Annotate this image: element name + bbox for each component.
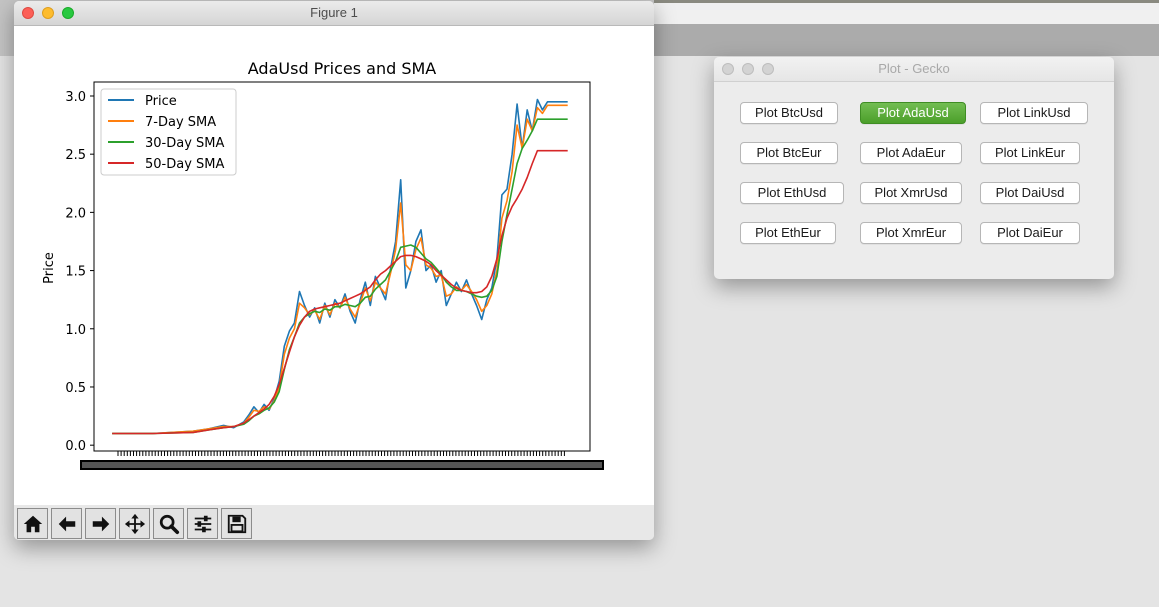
home-button[interactable] [17,508,48,539]
y-tick-label: 1.5 [65,265,86,280]
back-button[interactable] [51,508,82,539]
zoom-button[interactable] [153,508,184,539]
axes-frame [93,81,591,452]
plot-button-linkeur[interactable]: Plot LinkEur [980,142,1080,164]
pan-move-icon [124,513,145,534]
series-line-50-day-sma [112,149,568,435]
x-tick-labels-shade [82,462,602,468]
zoom-window-icon[interactable] [62,7,74,19]
plot-button-ethusd[interactable]: Plot EthUsd [740,182,844,204]
y-tick-label: 2.5 [65,148,86,163]
plot-lines [112,98,568,435]
legend-label: 30-Day SMA [145,136,225,151]
figure-window-title: Figure 1 [310,5,358,20]
plot-button-linkusd[interactable]: Plot LinkUsd [980,102,1088,124]
subplots-sliders-icon [194,515,211,532]
chart-legend: Price 7-Day SMA 30-Day SMA 50-Day SMA [100,88,237,176]
plot-button-xmrusd[interactable]: Plot XmrUsd [860,182,962,204]
back-arrow-icon [58,516,75,531]
price-chart: AdaUsd Prices and SMA Price 0.0 0.5 1.0 1.5… [42,59,604,470]
minimize-window-icon[interactable] [742,63,754,75]
matplotlib-toolbar [14,505,654,540]
gecko-window: Plot - Gecko Plot BtcUsd Plot AdaUsd Plot … [714,57,1114,279]
background-window-strip [654,0,1159,25]
figure-window: Figure 1 AdaUsd Prices and SMA Price 0.0… [14,1,654,540]
y-tick-label: 2.0 [65,206,86,221]
gecko-window-title: Plot - Gecko [878,61,950,76]
y-axis: 0.0 0.5 1.0 1.5 2.0 2.5 3.0 [65,90,94,454]
configure-subplots-button[interactable] [187,508,218,539]
plot-button-daieur[interactable]: Plot DaiEur [980,222,1080,244]
close-window-icon[interactable] [722,63,734,75]
figure-title-bar[interactable]: Figure 1 [14,1,654,26]
save-button[interactable] [221,508,252,539]
close-window-icon[interactable] [22,7,34,19]
pan-button[interactable] [119,508,150,539]
series-line-30-day-sma [112,118,568,435]
y-tick-label: 0.5 [65,381,86,396]
plot-button-btcusd[interactable]: Plot BtcUsd [740,102,838,124]
legend-label: 7-Day SMA [145,115,216,130]
plot-button-adaeur[interactable]: Plot AdaEur [860,142,962,164]
plot-canvas[interactable]: AdaUsd Prices and SMA Price 0.0 0.5 1.0 1.5… [14,26,654,505]
y-axis-label: Price [42,252,57,284]
forward-arrow-icon [92,516,109,531]
home-icon [23,515,42,532]
plot-button-adausd[interactable]: Plot AdaUsd [860,102,966,124]
plot-button-etheur[interactable]: Plot EthEur [740,222,836,244]
forward-button[interactable] [85,508,116,539]
y-tick-label: 1.0 [65,323,86,338]
minimize-window-icon[interactable] [42,7,54,19]
zoom-window-icon[interactable] [762,63,774,75]
x-ticks [117,451,565,456]
legend-label: 50-Day SMA [145,157,225,172]
zoom-magnifier-icon [159,514,179,534]
y-tick-label: 0.0 [65,439,86,454]
background-window-toolbar [654,24,1159,56]
plot-button-btceur[interactable]: Plot BtcEur [740,142,838,164]
x-axis [80,451,604,470]
save-floppy-icon [227,514,246,533]
plot-button-xmreur[interactable]: Plot XmrEur [860,222,962,244]
gecko-title-bar[interactable]: Plot - Gecko [714,57,1114,82]
legend-label: Price [145,94,177,109]
y-tick-label: 3.0 [65,90,86,105]
plot-button-daiusd[interactable]: Plot DaiUsd [980,182,1080,204]
legend-box [100,88,237,176]
chart-title: AdaUsd Prices and SMA [248,59,437,78]
